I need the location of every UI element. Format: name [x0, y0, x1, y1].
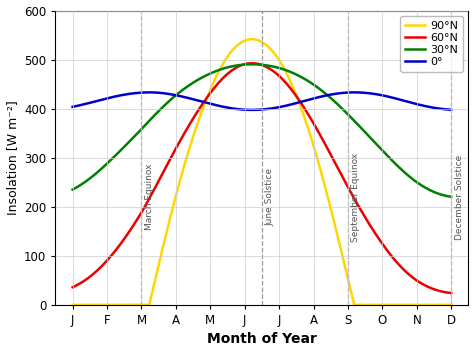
90°N — [250, 37, 256, 41]
30°N — [448, 195, 454, 199]
30°N — [275, 65, 281, 70]
30°N — [253, 62, 258, 67]
60°N — [381, 244, 386, 248]
30°N — [440, 193, 446, 197]
Line: 30°N: 30°N — [73, 64, 451, 197]
Line: 60°N: 60°N — [73, 63, 451, 293]
60°N — [253, 61, 258, 65]
90°N — [70, 303, 75, 307]
Line: 0°: 0° — [73, 92, 451, 110]
Text: September Equinox: September Equinox — [351, 152, 360, 241]
0° — [382, 94, 387, 98]
Text: March Equinox: March Equinox — [145, 164, 154, 230]
0° — [251, 108, 257, 112]
60°N — [249, 61, 255, 65]
Legend: 90°N, 60°N, 30°N, 0°: 90°N, 60°N, 30°N, 0° — [401, 16, 463, 72]
60°N — [448, 291, 454, 295]
X-axis label: Month of Year: Month of Year — [207, 332, 317, 346]
30°N — [70, 188, 75, 192]
90°N — [381, 303, 386, 307]
0° — [249, 108, 255, 112]
90°N — [440, 303, 446, 307]
Text: June Solstice: June Solstice — [265, 168, 274, 226]
90°N — [296, 99, 301, 103]
90°N — [275, 57, 281, 61]
0° — [441, 107, 447, 111]
0° — [276, 105, 282, 109]
Text: December Solstice: December Solstice — [455, 154, 464, 240]
0° — [254, 108, 259, 112]
0° — [448, 108, 454, 112]
60°N — [250, 61, 256, 65]
Line: 90°N: 90°N — [73, 39, 451, 305]
60°N — [275, 73, 281, 77]
0° — [146, 90, 152, 94]
90°N — [448, 303, 454, 307]
Y-axis label: Insolation [W m⁻²]: Insolation [W m⁻²] — [6, 100, 18, 215]
30°N — [250, 62, 256, 67]
60°N — [296, 98, 301, 102]
90°N — [253, 37, 258, 42]
0° — [297, 100, 302, 105]
30°N — [381, 150, 386, 154]
30°N — [249, 62, 255, 67]
60°N — [70, 285, 75, 289]
60°N — [440, 290, 446, 294]
0° — [70, 105, 75, 109]
30°N — [296, 74, 301, 78]
90°N — [249, 37, 255, 41]
